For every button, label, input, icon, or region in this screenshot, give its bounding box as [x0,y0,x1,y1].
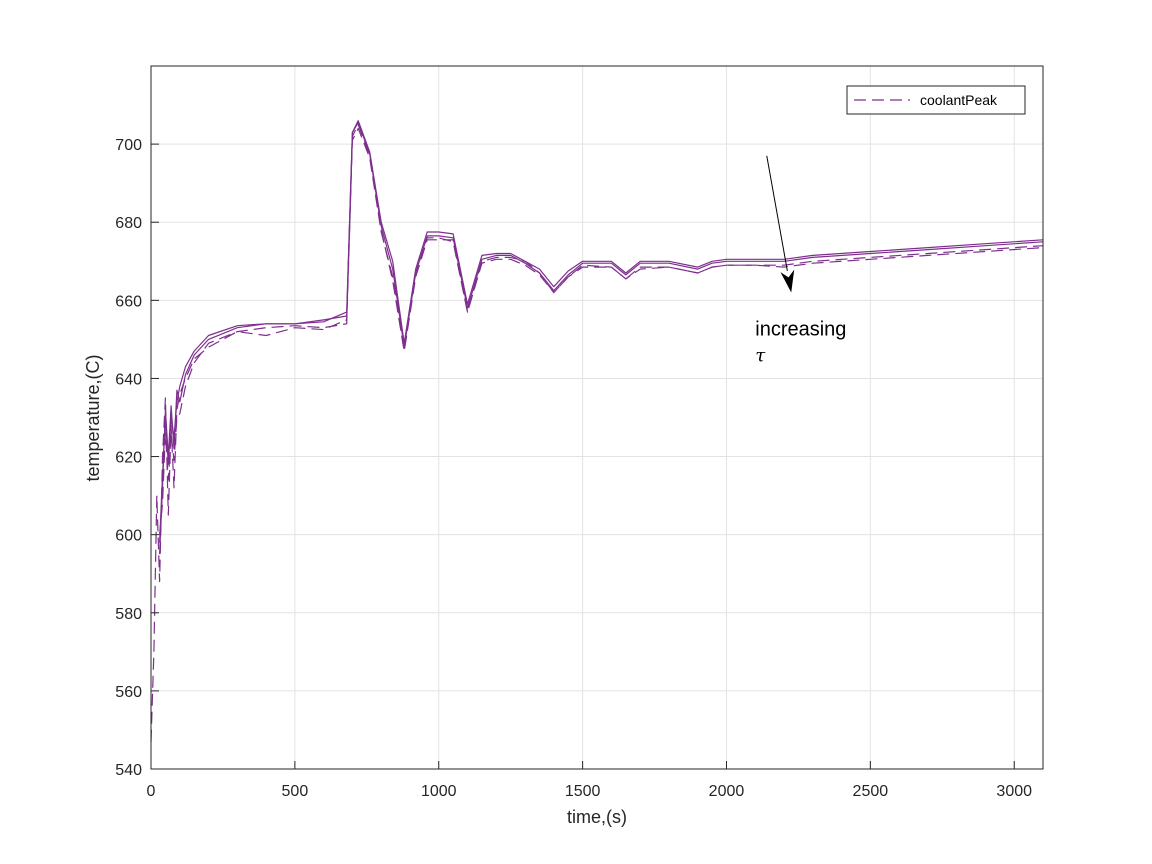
x-tick-label: 2500 [853,783,889,800]
x-tick-label: 1000 [421,783,457,800]
y-tick-label: 660 [115,293,142,310]
x-tick-label: 500 [282,783,309,800]
y-tick-label: 600 [115,528,142,545]
y-tick-label: 620 [115,450,142,467]
plot-area [151,66,1043,769]
plot-frame [150,65,1044,770]
y-tick-label: 640 [115,371,142,388]
x-tick-label: 2000 [709,783,745,800]
series-layer [150,120,1044,742]
y-tick-label: 680 [115,215,142,232]
y-tick-label: 560 [115,684,142,701]
y-tick-label: 700 [115,137,142,154]
y-tick-label: 540 [115,762,142,779]
y-tick-label: 580 [115,606,142,623]
annotation-arrow-head [780,269,795,293]
series-line-3 [159,121,1044,543]
x-tick-label: 3000 [996,783,1032,800]
annotation-layer: increasing τ [755,155,846,366]
y-axis-title: temperature,(C) [83,354,103,481]
series-line-4 [159,127,1044,535]
legend-label-coolantpeak: coolantPeak [920,92,998,108]
ticks: 0 500 1000 1500 2000 2500 3000 540 560 580 600 620 6… [115,137,1032,800]
annotation-tau: τ [755,345,766,366]
annotation-arrow-line [766,155,788,271]
x-axis-title: time,(s) [567,807,627,827]
annotation-increasing: increasing [755,318,846,340]
x-tick-label: 1500 [565,783,601,800]
legend: coolantPeak [846,85,1026,115]
x-tick-label: 0 [147,783,156,800]
series-line-2 [159,120,1044,555]
